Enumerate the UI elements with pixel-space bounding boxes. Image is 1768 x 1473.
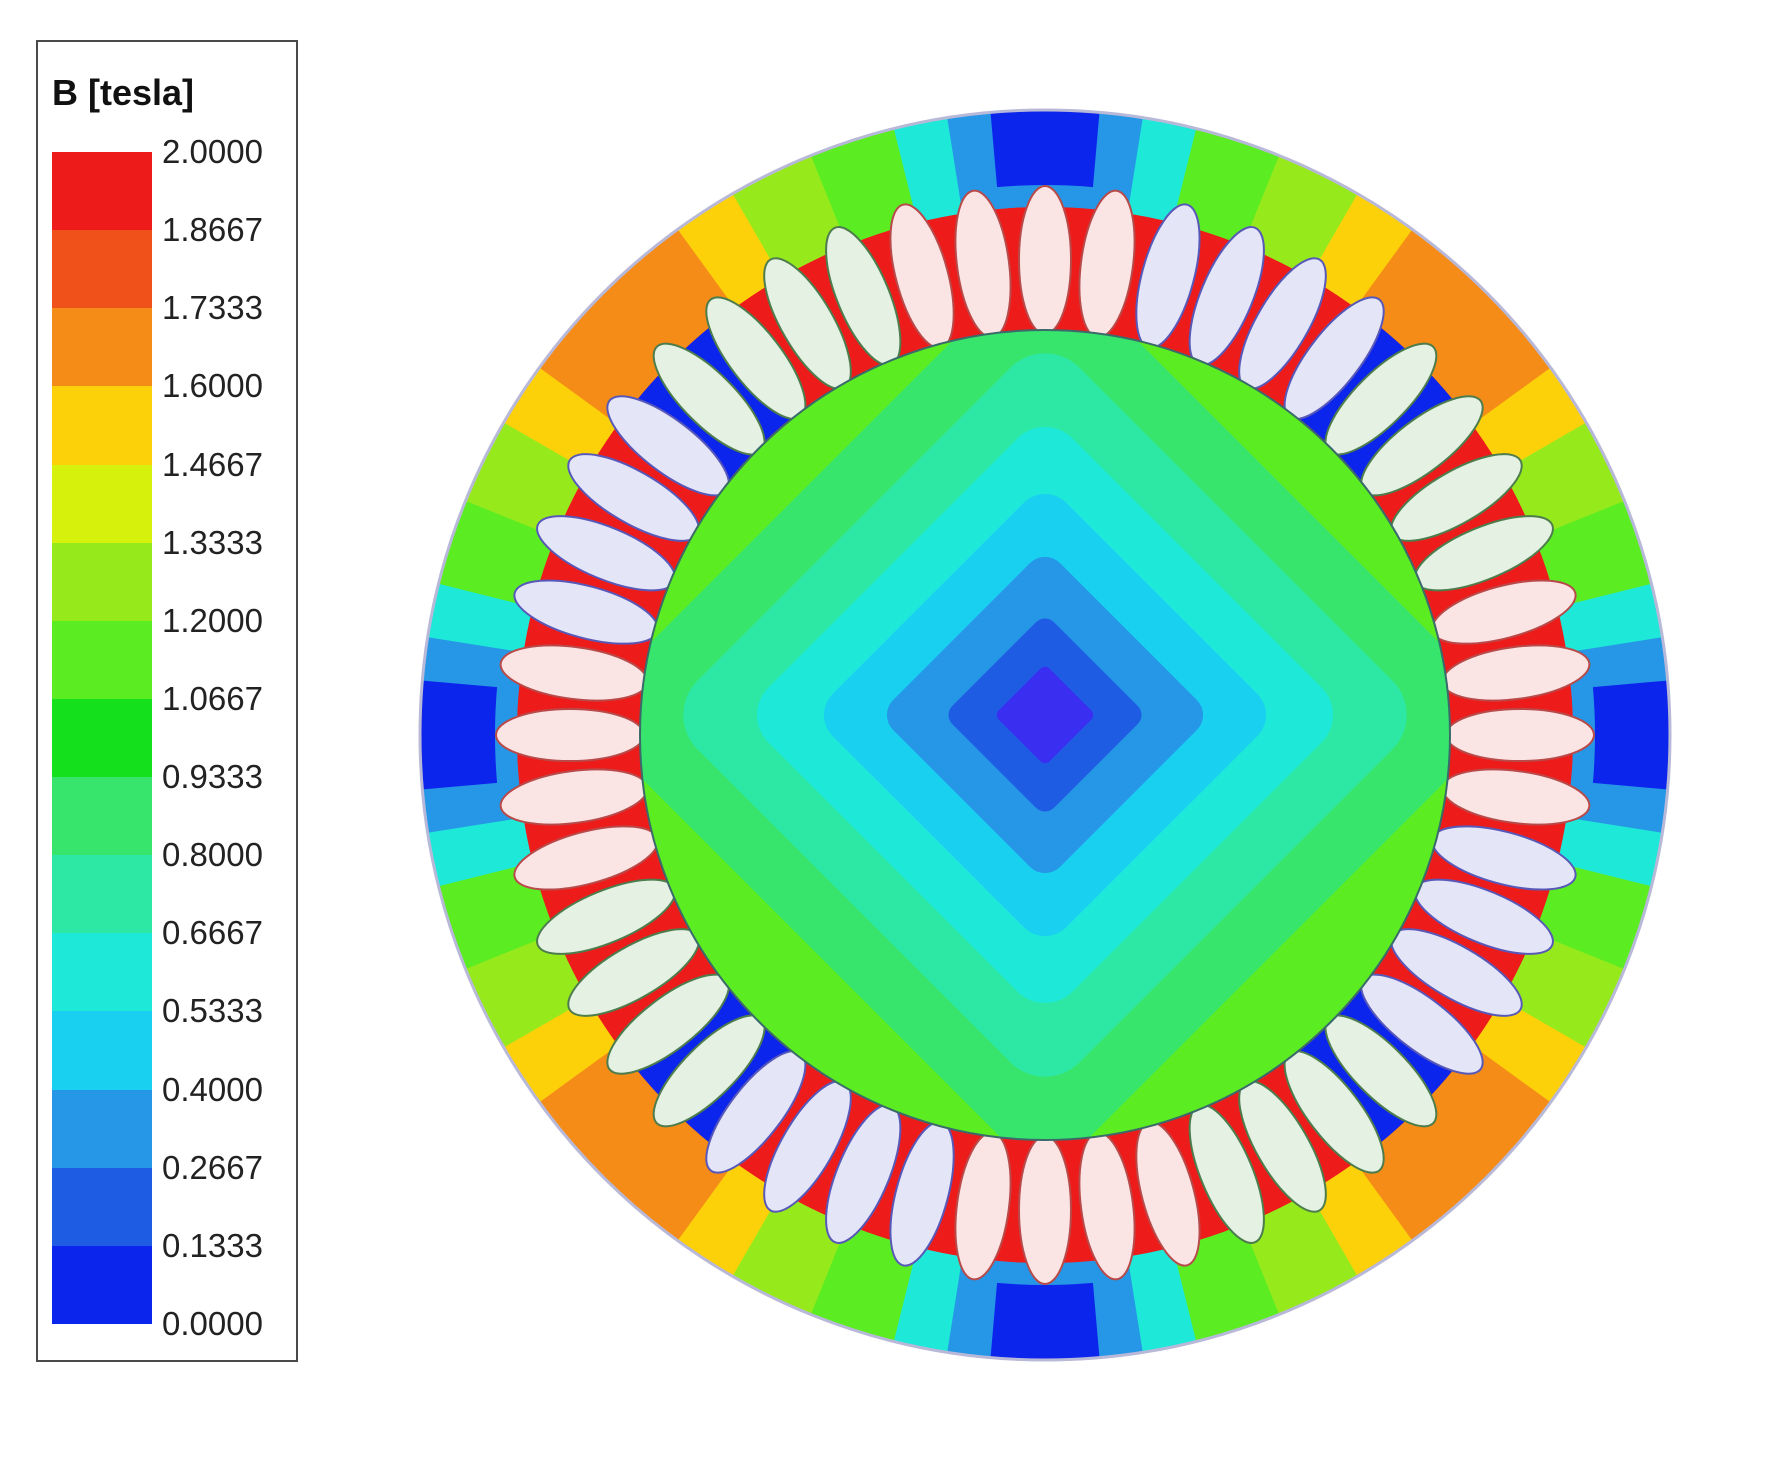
colorbar-segment (52, 777, 152, 856)
colorbar-tick-label: 0.6667 (162, 914, 263, 952)
colorbar-legend: B [tesla] 2.0000 1.8667 1.7333 1.6000 1.4667… (36, 40, 298, 1362)
colorbar-tick-label: 0.2667 (162, 1148, 263, 1186)
colorbar-segment (52, 542, 152, 622)
colorbar-tick-label: 2.0000 (162, 133, 263, 170)
colorbar-segment (52, 698, 152, 778)
colorbar-segment (52, 1011, 152, 1091)
colorbar-tick-label: 0.1333 (162, 1226, 263, 1264)
flux-density-plot (418, 108, 1672, 1362)
colorbar-tick-label: 1.7333 (162, 289, 263, 327)
coil-slot (1018, 185, 1072, 335)
colorbar-tick-label: 1.4667 (162, 445, 263, 483)
legend-title: B [tesla] (52, 72, 195, 113)
rotor (640, 330, 1450, 1140)
coil-slot (495, 708, 645, 762)
colorbar-tick-label: 1.8667 (162, 211, 263, 249)
colorbar-segment (52, 933, 152, 1012)
stator-coils (495, 185, 1595, 1285)
colorbar-tick-label: 1.3333 (162, 523, 263, 561)
coil-slot (1018, 1135, 1072, 1285)
colorbar-segment (52, 1245, 152, 1325)
colorbar-tick-label: 0.5333 (162, 992, 263, 1030)
colorbar-segment (52, 1089, 152, 1169)
colorbar-tick-label: 0.0000 (162, 1305, 263, 1342)
colorbar-segment (52, 230, 152, 309)
colorbar-segment (52, 386, 152, 466)
colorbar-tick-label: 1.2000 (162, 601, 263, 639)
rotor-outline (639, 329, 1451, 1141)
colorbar-segment (52, 1167, 152, 1247)
colorbar (52, 152, 152, 1325)
colorbar-tick-label: 0.4000 (162, 1070, 263, 1108)
colorbar-tick-label: 0.9333 (162, 758, 263, 796)
colorbar-segment (52, 855, 152, 934)
colorbar-segment (52, 308, 152, 387)
colorbar-segment (52, 464, 152, 544)
stator-outline (418, 108, 1672, 1362)
colorbar-segment (52, 152, 152, 231)
colorbar-tick-label: 1.0667 (162, 679, 263, 717)
coil-slot (1445, 708, 1595, 762)
colorbar-tick-label: 1.6000 (162, 367, 263, 405)
colorbar-tick-label: 0.8000 (162, 836, 263, 874)
colorbar-segment (52, 620, 152, 700)
rotor-contour-band (996, 666, 1094, 764)
